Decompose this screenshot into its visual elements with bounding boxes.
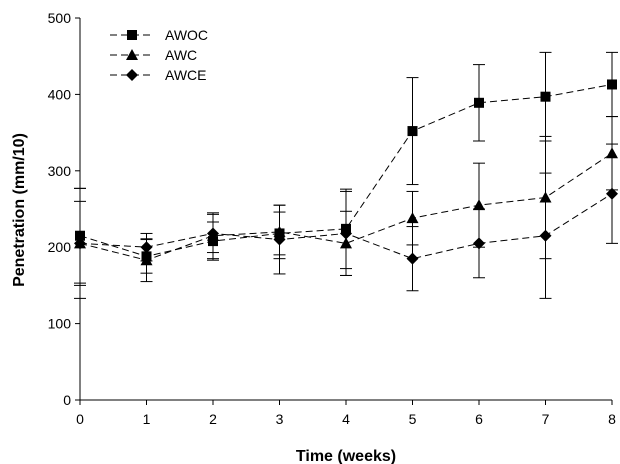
x-tick-label: 0 — [76, 411, 84, 427]
legend-label: AWC — [165, 47, 197, 63]
x-tick-label: 7 — [542, 411, 550, 427]
y-tick-label: 100 — [48, 316, 72, 332]
data-point — [540, 91, 551, 102]
data-point — [606, 187, 618, 200]
x-tick-label: 6 — [475, 411, 483, 427]
x-tick-label: 8 — [608, 411, 616, 427]
legend-marker — [126, 69, 138, 81]
x-tick-label: 3 — [276, 411, 284, 427]
y-tick-label: 400 — [48, 86, 72, 102]
data-point — [473, 237, 485, 250]
axes: 0 100 200 300 400 500 0 1 2 3 4 5 6 7 8 — [48, 10, 616, 427]
data-point — [407, 126, 418, 137]
data-point — [340, 227, 352, 240]
x-axis-title: Time (weeks) — [296, 448, 396, 464]
x-tick-label: 2 — [209, 411, 217, 427]
series-line — [79, 83, 613, 257]
data-point — [74, 237, 86, 250]
x-tick-label: 5 — [409, 411, 417, 427]
data-point — [406, 212, 419, 224]
legend: AWOC AWC AWCE — [110, 27, 208, 83]
data-point — [273, 233, 286, 246]
y-tick-label: 200 — [48, 239, 72, 255]
y-tick-label: 0 — [63, 392, 71, 408]
data-point — [474, 97, 484, 108]
series-awce — [74, 143, 618, 299]
data-point — [140, 241, 153, 254]
y-axis-title: Penetration (mm/10) — [11, 133, 28, 287]
series-line — [79, 152, 613, 261]
y-tick-label: 300 — [48, 163, 72, 179]
y-tick-label: 500 — [48, 10, 72, 26]
x-tick-label: 4 — [342, 411, 350, 427]
legend-marker — [127, 30, 137, 40]
data-point — [207, 227, 219, 240]
data-point — [539, 229, 552, 242]
data-point — [406, 252, 419, 265]
legend-label: AWCE — [165, 67, 206, 83]
series-layer — [74, 51, 618, 299]
data-point — [473, 199, 485, 211]
x-tick-label: 1 — [143, 411, 151, 427]
legend-marker — [126, 49, 138, 60]
legend-label: AWOC — [165, 27, 208, 43]
data-point — [607, 79, 617, 90]
